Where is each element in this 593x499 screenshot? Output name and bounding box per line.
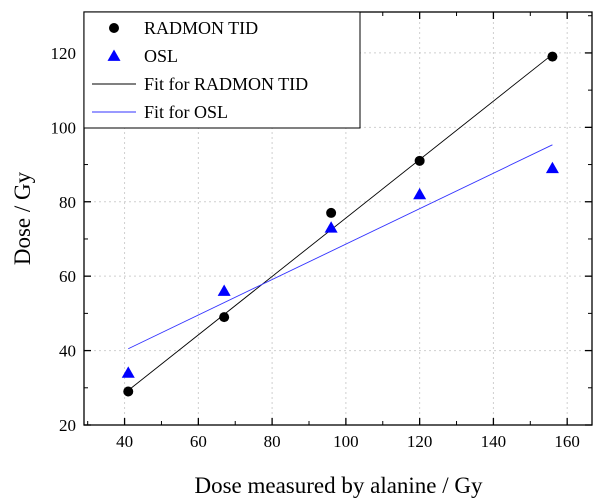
radmon-point xyxy=(326,207,337,218)
x-tick-label: 80 xyxy=(264,432,281,451)
fit-line-3 xyxy=(128,144,553,350)
x-tick-label: 140 xyxy=(481,432,507,451)
legend-box xyxy=(83,11,361,129)
osl-point xyxy=(121,366,135,378)
radmon-point xyxy=(414,155,425,166)
fit-lines xyxy=(127,54,553,391)
y-axis-title: Dose / Gy xyxy=(10,171,35,265)
y-tick-label: 20 xyxy=(59,416,76,435)
y-tick-label: 80 xyxy=(59,193,76,212)
fit-line-2 xyxy=(127,54,553,391)
x-tick-label: 40 xyxy=(116,432,133,451)
osl-point xyxy=(545,161,559,174)
legend: RADMON TID OSL Fit for RADMON TID Fit for O… xyxy=(83,11,361,129)
legend-label: RADMON TID xyxy=(144,18,258,38)
legend-items: RADMON TID OSL Fit for RADMON TID Fit for O… xyxy=(92,18,308,122)
x-tick-label: 120 xyxy=(407,432,433,451)
legend-label: Fit for OSL xyxy=(144,102,228,122)
legend-label: OSL xyxy=(144,46,178,66)
legend-label: Fit for RADMON TID xyxy=(144,74,308,94)
osl-point xyxy=(324,221,338,233)
x-tick-label: 60 xyxy=(190,432,207,451)
y-tick-label: 40 xyxy=(59,342,76,361)
osl-point xyxy=(413,187,427,200)
radmon-point xyxy=(123,386,134,397)
x-tick-label: 160 xyxy=(554,432,580,451)
x-tick-label: 100 xyxy=(333,432,359,451)
osl-point xyxy=(217,284,231,296)
legend-marker-symbol xyxy=(109,23,119,33)
y-tick-label: 120 xyxy=(51,44,77,63)
data-markers xyxy=(121,51,559,397)
x-axis-title: Dose measured by alanine / Gy xyxy=(194,473,483,498)
radmon-point xyxy=(547,51,558,62)
legend-marker-symbol xyxy=(107,49,121,61)
radmon-point xyxy=(219,312,230,323)
y-tick-label: 100 xyxy=(51,118,77,137)
y-tick-label: 60 xyxy=(59,267,76,286)
axis-ticks: 40 60 80 100 120 140 160 20 40 60 80 100 120 xyxy=(51,12,592,451)
